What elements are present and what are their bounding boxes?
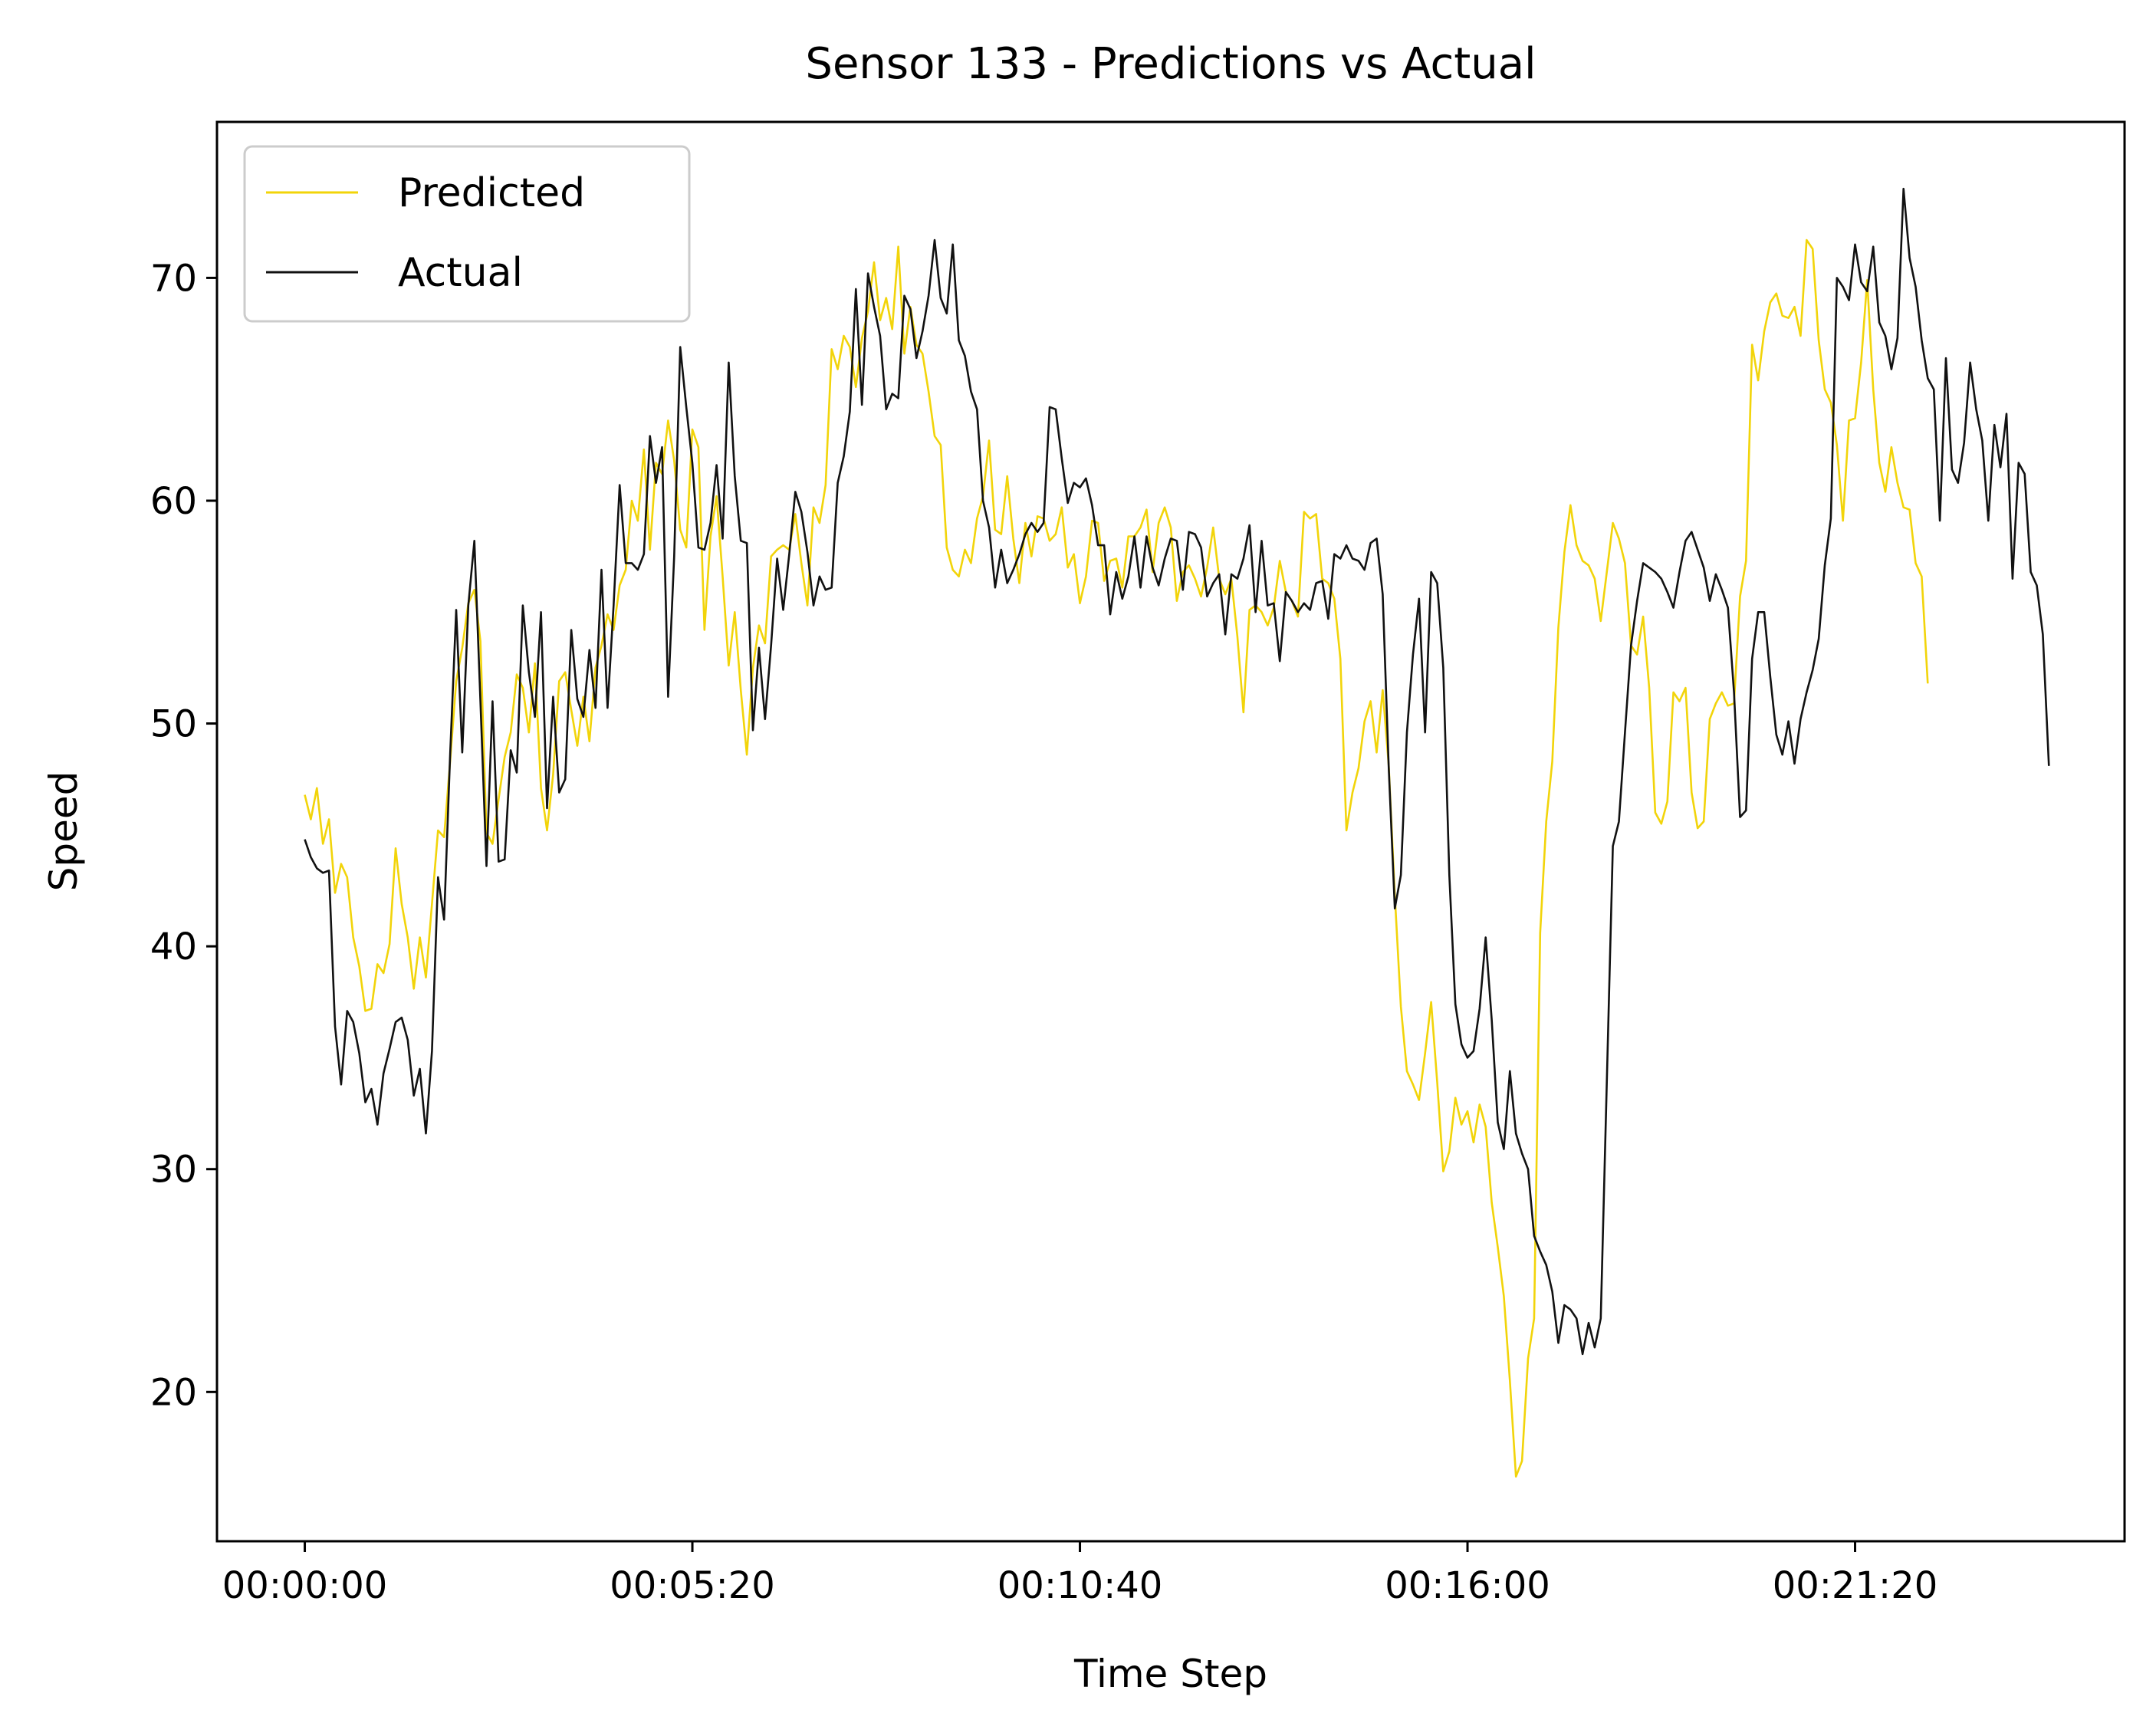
chart-title: Sensor 133 - Predictions vs Actual bbox=[805, 39, 1536, 89]
plot-lines bbox=[304, 187, 2050, 1478]
legend-box bbox=[243, 145, 691, 323]
x-tick-label: 00:00:00 bbox=[222, 1564, 388, 1607]
plot-frame bbox=[215, 120, 2126, 1543]
x-axis-label: Time Step bbox=[1073, 1652, 1267, 1696]
series-line-predicted bbox=[304, 238, 1929, 1478]
x-tick-label: 00:16:00 bbox=[1385, 1564, 1550, 1607]
series-line-actual bbox=[304, 187, 2050, 1356]
y-tick-label: 70 bbox=[150, 257, 197, 300]
legend-label-predicted: Predicted bbox=[398, 170, 585, 216]
x-tick-label: 00:10:40 bbox=[997, 1564, 1163, 1607]
axes-ticks: 00:00:00 00:05:20 00:10:40 00:16:00 00:21:20… bbox=[150, 257, 1937, 1607]
x-tick-label: 00:05:20 bbox=[610, 1564, 775, 1607]
legend: Predicted Actual bbox=[243, 145, 691, 323]
y-axis-label: Speed bbox=[41, 771, 86, 892]
y-tick-label: 30 bbox=[150, 1149, 197, 1192]
y-tick-label: 20 bbox=[150, 1371, 197, 1414]
y-tick-label: 40 bbox=[150, 926, 197, 968]
x-tick-label: 00:21:20 bbox=[1773, 1564, 1938, 1607]
y-tick-label: 50 bbox=[150, 703, 197, 746]
y-tick-label: 60 bbox=[150, 480, 197, 523]
legend-label-actual: Actual bbox=[398, 250, 523, 296]
